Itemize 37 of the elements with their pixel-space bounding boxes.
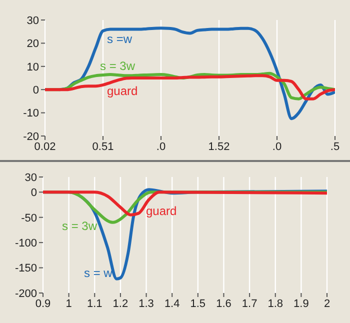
x-tick-label: 0.02 — [34, 140, 56, 153]
y-tick-label: 30 — [26, 14, 39, 27]
series-label: guard — [107, 84, 138, 98]
x-tick-label: 1.3 — [138, 298, 154, 310]
y-tick-label: -150 — [14, 262, 37, 275]
y-tick-label: -10 — [23, 108, 39, 120]
x-tick-label: 1.4 — [164, 298, 180, 310]
y-tick-label: 0 — [30, 187, 37, 200]
y-tick-label: 30 — [24, 172, 37, 184]
y-tick-label: -100 — [14, 237, 37, 250]
x-tick-label: 2 — [324, 298, 330, 310]
x-tick-label: 1.2 — [112, 298, 128, 310]
x-tick-label: .5 — [330, 140, 340, 153]
y-tick-label: 20 — [26, 38, 39, 50]
x-tick-label: 0.9 — [35, 298, 51, 310]
x-tick-label: 1 — [66, 298, 72, 310]
x-tick-label: .0 — [272, 140, 282, 153]
y-tick-label: -20 — [23, 130, 39, 143]
y-tick-label: 0 — [32, 84, 39, 97]
x-tick-label: 1.8 — [268, 298, 284, 310]
x-tick-label: 0.51 — [92, 140, 114, 153]
x-tick-label: 1.6 — [216, 298, 232, 310]
series-label: s = w — [84, 266, 113, 280]
y-tick-label: 10 — [26, 61, 39, 74]
series-label: s =w — [107, 32, 132, 46]
x-tick-label: 1.52 — [208, 140, 230, 153]
x-tick-label: 1.9 — [294, 298, 309, 310]
x-tick-label: 1.5 — [190, 298, 206, 310]
series-label: s = 3w — [100, 59, 136, 74]
x-tick-label: 1.7 — [242, 298, 258, 310]
series-label: guard — [146, 204, 177, 218]
series-label: s = 3w — [62, 219, 98, 234]
x-tick-label: .0 — [156, 140, 166, 153]
line-series — [43, 190, 327, 216]
x-tick-label: 1.1 — [86, 298, 102, 310]
y-tick-label: -200 — [14, 288, 37, 300]
y-tick-label: -50 — [21, 212, 37, 224]
